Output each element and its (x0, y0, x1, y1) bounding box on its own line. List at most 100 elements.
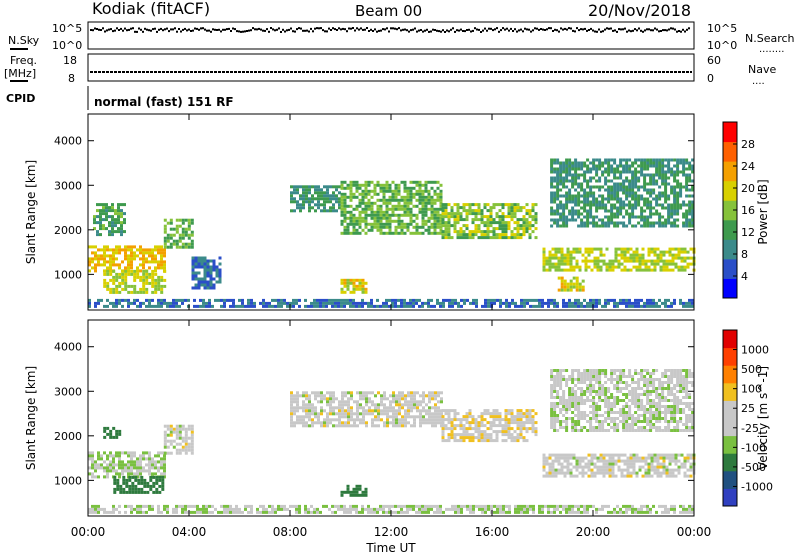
heatmap-cell (653, 247, 657, 251)
heatmap-cell (634, 182, 638, 186)
heatmap-cell (635, 456, 639, 460)
heatmap-cell (626, 474, 630, 478)
heatmap-cell (383, 409, 386, 413)
heatmap-cell (575, 474, 579, 478)
heatmap-cell (169, 245, 173, 249)
heatmap-cell (370, 195, 374, 199)
heatmap-cell (440, 391, 443, 395)
heatmap-cell (492, 412, 496, 416)
heatmap-cell (329, 185, 332, 189)
nsky-point (468, 28, 470, 31)
heatmap-cell (436, 231, 440, 235)
heatmap-cell (480, 209, 484, 213)
heatmap-cell (190, 439, 194, 443)
heatmap-cell (617, 453, 621, 457)
heatmap-cell (347, 409, 350, 413)
nsky-point (608, 27, 610, 30)
heatmap-cell (326, 400, 329, 404)
heatmap-cell (643, 209, 647, 213)
heatmap-cell (127, 269, 131, 273)
heatmap-cell (163, 254, 166, 258)
heatmap-cell (562, 215, 566, 219)
nsky-point (664, 29, 666, 32)
heatmap-cell (559, 387, 563, 390)
heatmap-cell (367, 183, 371, 187)
nsky-point (112, 30, 114, 33)
heatmap-cell (430, 180, 434, 184)
heatmap-cell (550, 161, 554, 165)
heatmap-cell (102, 206, 105, 210)
heatmap-cell (631, 164, 635, 168)
heatmap-cell (589, 378, 593, 381)
heatmap-cell (127, 301, 130, 305)
heatmap-cell (305, 403, 308, 407)
heatmap-cell (474, 418, 478, 422)
heatmap-cell (626, 250, 630, 254)
heatmap-cell (383, 391, 386, 395)
heatmap-cell (112, 275, 116, 279)
heatmap-cell (613, 206, 617, 210)
nsky-point (308, 30, 310, 33)
heatmap-cell (559, 188, 563, 192)
heatmap-cell (130, 254, 133, 258)
heatmap-cell (520, 298, 523, 302)
heatmap-cell (403, 186, 407, 190)
heatmap-cell (175, 448, 179, 452)
heatmap-cell (166, 301, 169, 305)
heatmap-cell (652, 304, 655, 308)
heatmap-cell (625, 161, 629, 165)
heatmap-cell (619, 158, 623, 162)
nsky-point (106, 29, 108, 32)
heatmap-cell (397, 207, 401, 211)
heatmap-cell (685, 209, 689, 213)
heatmap-cell (553, 179, 557, 183)
heatmap-cell (598, 203, 602, 207)
heatmap-cell (658, 158, 662, 162)
heatmap-cell (568, 304, 571, 308)
heatmap-cell (456, 418, 460, 422)
heatmap-cell (394, 195, 398, 199)
heatmap-cell (361, 301, 364, 305)
heatmap-cell (626, 259, 630, 263)
heatmap-cell (598, 369, 602, 372)
heatmap-cell (151, 284, 155, 288)
heatmap-cell (194, 286, 198, 290)
heatmap-cell (352, 225, 356, 229)
heatmap-cell (454, 298, 457, 302)
heatmap-cell (115, 290, 119, 294)
heatmap-cell (346, 228, 350, 232)
heatmap-cell (317, 415, 320, 419)
heatmap-cell (516, 227, 520, 231)
heatmap-cell (577, 164, 581, 168)
heatmap-cell (637, 301, 640, 305)
heatmap-cell (557, 268, 561, 272)
heatmap-cell (670, 173, 674, 177)
heatmap-cell (140, 481, 144, 485)
heatmap-cell (106, 281, 110, 285)
heatmap-cell (139, 275, 143, 279)
heatmap-cell (637, 158, 641, 162)
heatmap-cell (145, 304, 148, 308)
heatmap-cell (340, 201, 344, 205)
heatmap-cell (359, 412, 362, 416)
heatmap-cell (271, 304, 274, 308)
heatmap-cell (320, 203, 323, 207)
heatmap-cell (115, 284, 119, 288)
heatmap-cell (203, 283, 207, 287)
heatmap-cell (480, 436, 484, 440)
heatmap-cell (653, 456, 657, 460)
heatmap-cell (637, 197, 641, 201)
heatmap-cell (650, 247, 654, 251)
heatmap-cell (400, 207, 404, 211)
heatmap-cell (535, 304, 538, 308)
heatmap-cell (519, 415, 523, 419)
heatmap-cell (474, 227, 478, 231)
heatmap-cell (514, 301, 517, 305)
heatmap-cell (474, 209, 478, 213)
heatmap-cell (553, 378, 557, 381)
heatmap-cell (338, 400, 341, 404)
heatmap-cell (643, 197, 647, 201)
heatmap-cell (103, 284, 107, 288)
heatmap-cell (622, 185, 626, 189)
heatmap-cell (296, 397, 299, 401)
